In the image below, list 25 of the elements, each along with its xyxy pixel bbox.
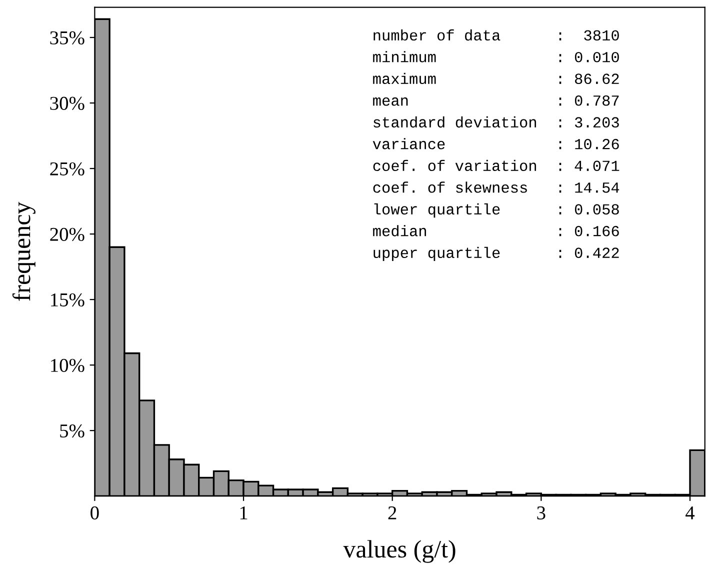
x-tick-label: 2 (388, 506, 396, 520)
x-axis-title: values (g/t) (343, 540, 456, 563)
annotation: minimum : 0.010 (373, 51, 619, 62)
y-tick-label: 20% (50, 228, 84, 242)
annotation: coef. of variation : 4.071 (373, 160, 620, 172)
x-tick-label: 3 (537, 506, 546, 520)
annotation: lower quartile : 0.058 (374, 203, 619, 218)
y-tick-label: 15% (51, 293, 84, 307)
annotation: coef. of skewness : 14.54 (373, 182, 620, 193)
x-tick-label: 0 (90, 506, 99, 520)
annotation: standard deviation : 3.203 (374, 116, 619, 128)
annotation: maximum : 86.62 (373, 72, 619, 84)
x-tick-label: 1 (240, 506, 248, 520)
y-tick-label: 30% (50, 96, 84, 110)
annotation: mean : 0.787 (373, 95, 619, 106)
y-tick-label: 25% (50, 162, 84, 176)
annotation: median : 0.166 (373, 225, 619, 236)
y-tick-label: 10% (51, 358, 84, 372)
x-tick-label: 4 (686, 506, 695, 520)
y-tick-label: 5% (60, 424, 84, 438)
annotation: upper quartile : 0.422 (374, 246, 619, 262)
y-axis-title: frequency (12, 202, 36, 301)
y-tick-label: 35% (50, 31, 84, 44)
annotation: variance : 10.26 (372, 138, 619, 150)
annotation: number of data : 3810 (374, 29, 619, 41)
